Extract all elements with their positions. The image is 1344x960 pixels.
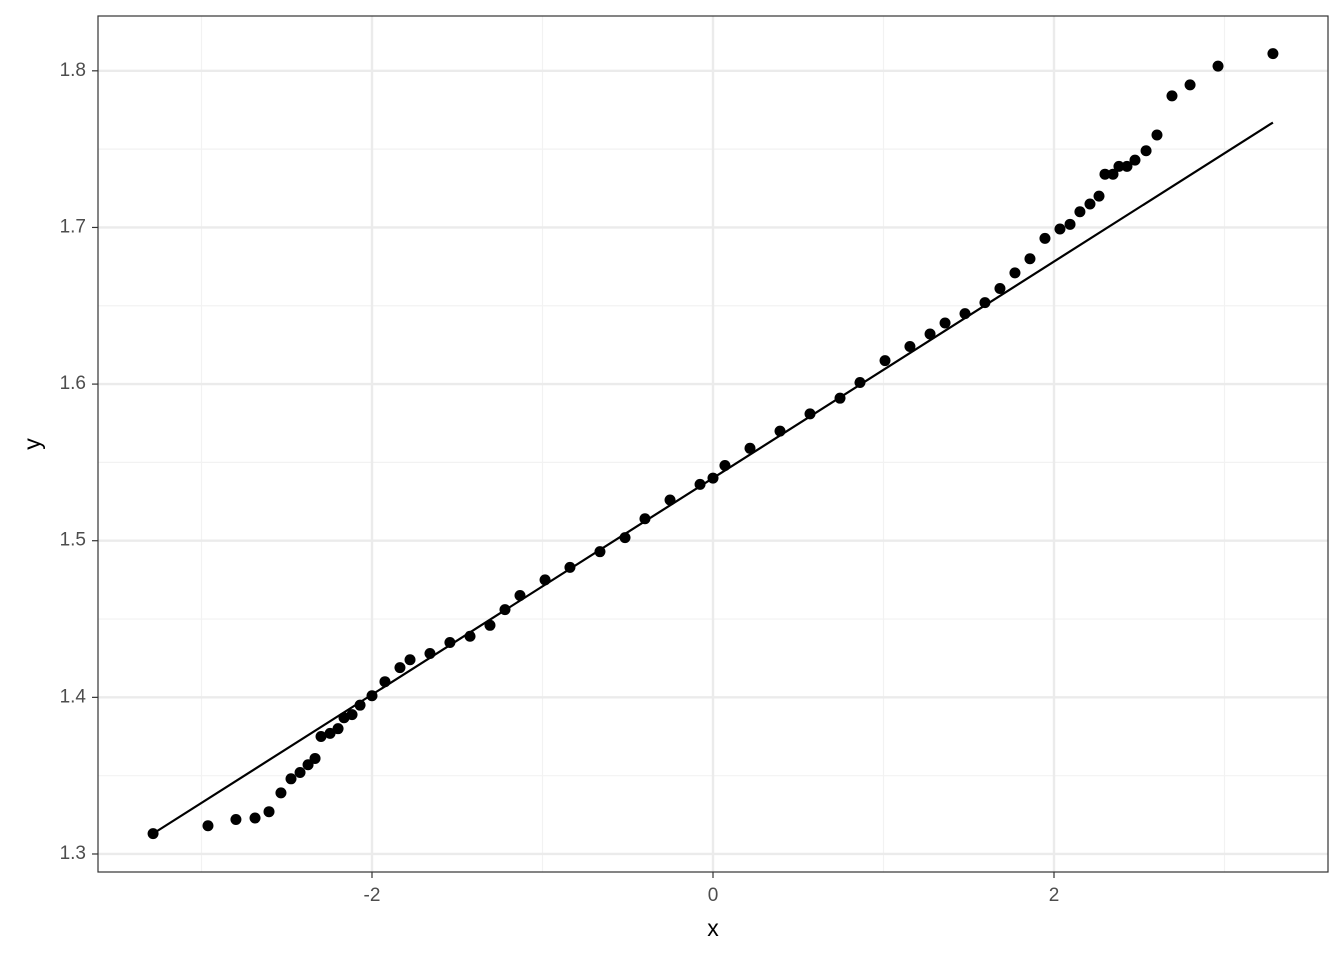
point [1064, 218, 1076, 230]
point [294, 767, 306, 779]
point [444, 637, 456, 649]
point [1024, 253, 1036, 265]
point [1099, 168, 1111, 180]
point [1009, 267, 1021, 279]
point [249, 812, 261, 824]
point [939, 317, 951, 329]
point [394, 662, 406, 674]
point [1093, 190, 1105, 202]
point [904, 340, 916, 352]
x-tick-label: -2 [364, 885, 381, 906]
x-tick-label: 2 [1049, 885, 1060, 906]
point [1074, 206, 1086, 218]
point [1129, 154, 1141, 166]
point [639, 513, 651, 525]
point [1121, 160, 1133, 172]
point [346, 709, 358, 721]
point [230, 814, 242, 826]
point [1267, 48, 1279, 60]
point [744, 442, 756, 454]
y-tick-label: 1.4 [60, 686, 87, 707]
y-tick-label: 1.7 [60, 216, 86, 237]
y-tick-label: 1.5 [60, 530, 86, 551]
point [309, 752, 321, 764]
y-tick-label: 1.6 [60, 373, 86, 394]
point [1212, 60, 1224, 72]
point [332, 723, 344, 735]
point [1113, 160, 1125, 172]
x-tick-label: 0 [708, 885, 719, 906]
point [302, 759, 314, 771]
point [285, 773, 297, 785]
plot-border [97, 15, 1329, 873]
point [324, 727, 336, 739]
y-tick-label: 1.8 [60, 60, 86, 81]
point [404, 654, 416, 666]
point [202, 820, 214, 832]
point [924, 328, 936, 340]
y-axis-title: y [19, 438, 45, 450]
point [804, 408, 816, 420]
point [1184, 79, 1196, 91]
point [1140, 145, 1152, 157]
point [994, 283, 1006, 295]
point [1084, 198, 1096, 210]
point [263, 806, 275, 818]
point [1166, 90, 1178, 102]
point [1107, 168, 1119, 180]
point [879, 355, 891, 367]
x-axis-title: x [707, 915, 719, 941]
y-tick-label: 1.3 [60, 843, 86, 864]
point [315, 731, 327, 743]
point [1054, 223, 1066, 235]
point [979, 297, 991, 309]
point [1039, 232, 1051, 244]
point [275, 787, 287, 799]
point [354, 699, 366, 711]
point [1151, 129, 1163, 141]
reference-line [152, 121, 1274, 835]
